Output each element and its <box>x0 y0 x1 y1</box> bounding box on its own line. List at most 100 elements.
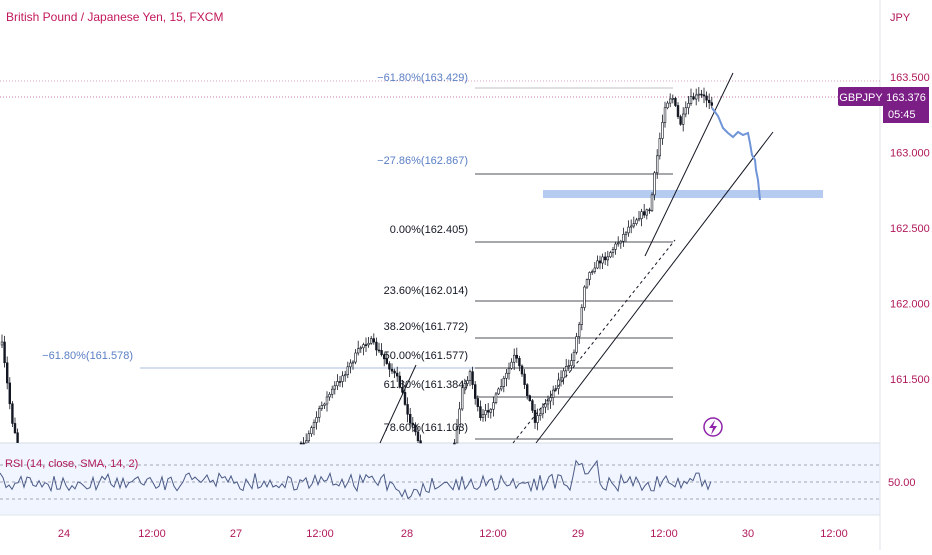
time-axis: 24 12:00 27 12:00 28 12:00 29 12:00 30 12:00 <box>58 528 848 540</box>
candle-body <box>380 350 383 356</box>
price-badge-bg <box>883 87 929 123</box>
rsi-pane-background <box>0 443 880 515</box>
candle-body <box>13 423 17 434</box>
candle-body <box>567 365 571 367</box>
candle-body <box>382 354 386 360</box>
candle-body <box>395 372 399 377</box>
candle-body <box>671 97 675 100</box>
candle-body <box>336 381 339 387</box>
currency-label: JPY <box>890 12 911 24</box>
candle-body <box>320 405 323 409</box>
candle-body <box>453 442 456 445</box>
support-zone[interactable] <box>543 190 823 198</box>
candle-body <box>538 413 542 416</box>
candle-body <box>559 377 563 381</box>
candle-body <box>525 384 529 396</box>
trendline-dashed[interactable] <box>512 239 676 444</box>
candle-body <box>330 388 334 395</box>
candle-body <box>588 272 591 280</box>
time-tick-label: 27 <box>230 528 242 540</box>
left-fib-ext-label: −61.80%(161.578) <box>42 350 133 362</box>
candle-body <box>356 348 360 354</box>
candle-body <box>325 396 329 405</box>
candle-body <box>315 417 318 423</box>
candle-body <box>697 93 701 96</box>
candle-body <box>494 393 498 403</box>
candle-body <box>307 433 310 442</box>
candle-body <box>562 370 565 379</box>
price-tick-label: 161.500 <box>890 374 930 386</box>
fib-label-0: 0.00%(162.405) <box>390 224 468 236</box>
fib-label-ext-618: −61.80%(163.429) <box>377 72 468 84</box>
symbol-badge: GBPJPY <box>839 92 883 104</box>
time-tick-label: 12:00 <box>306 528 334 540</box>
candle-body <box>632 223 636 227</box>
candle-body <box>393 370 396 374</box>
fib-label-382: 38.20%(161.772) <box>384 321 468 333</box>
candle-body <box>403 392 407 405</box>
time-tick-label: 12:00 <box>650 528 678 540</box>
candle-body <box>528 395 532 401</box>
candle-body <box>541 406 545 415</box>
candle-body <box>406 404 409 415</box>
candle-body <box>8 382 11 405</box>
candle-body <box>489 408 492 413</box>
candle-body <box>346 366 349 375</box>
candle-body <box>390 368 394 372</box>
candle-body <box>0 341 4 346</box>
time-tick-label: 30 <box>742 528 754 540</box>
candle-body <box>338 381 342 383</box>
candle-body <box>359 347 362 350</box>
candle-body <box>476 398 479 407</box>
candle-body <box>575 336 578 353</box>
candle-body <box>653 172 656 196</box>
candle-body <box>312 422 316 428</box>
candle-body <box>549 397 552 402</box>
last-price-value: 163.376 <box>886 92 926 104</box>
lightning-icon[interactable] <box>703 417 723 437</box>
candle-body <box>544 403 547 408</box>
candle-body <box>375 341 378 351</box>
candle-body <box>341 375 344 382</box>
candle-body <box>658 138 662 157</box>
candle-body <box>668 98 672 104</box>
candle-body <box>515 354 519 359</box>
candle-body <box>557 379 560 389</box>
candle-body <box>546 400 550 405</box>
candle-body <box>492 402 495 410</box>
candle-body <box>411 422 414 426</box>
candle-body <box>606 256 610 261</box>
chart-title: British Pound / Japanese Yen, 15, FXCM <box>6 10 223 24</box>
candle-body <box>596 260 599 269</box>
time-tick-label: 12:00 <box>479 528 507 540</box>
trendline-channel-lower[interactable] <box>535 131 774 444</box>
candle-body <box>629 225 633 228</box>
candle-body <box>572 351 576 361</box>
time-tick-label: 29 <box>572 528 584 540</box>
candle-body <box>648 209 651 212</box>
candle-body <box>583 286 586 308</box>
candle-body <box>349 362 352 368</box>
candle-body <box>551 389 555 398</box>
candle-body <box>580 307 584 325</box>
candle-body <box>619 240 623 244</box>
candle-body <box>593 267 597 272</box>
candle-body <box>299 442 303 445</box>
price-tick-label: 162.500 <box>890 223 930 235</box>
candle-body <box>388 363 391 370</box>
trendline-left[interactable] <box>379 364 417 444</box>
candle-body <box>302 442 305 445</box>
candle-body <box>692 96 695 100</box>
candle-body <box>700 93 703 96</box>
candle-body <box>577 324 581 337</box>
time-tick-label: 24 <box>58 528 70 540</box>
candle-body <box>328 393 331 398</box>
trendline-channel-upper[interactable] <box>644 72 734 257</box>
candle-body <box>419 440 422 444</box>
candle-body <box>364 344 368 346</box>
candle-body <box>655 155 659 174</box>
candle-body <box>637 218 641 221</box>
candle-body <box>354 352 357 363</box>
candle-body <box>681 113 685 125</box>
